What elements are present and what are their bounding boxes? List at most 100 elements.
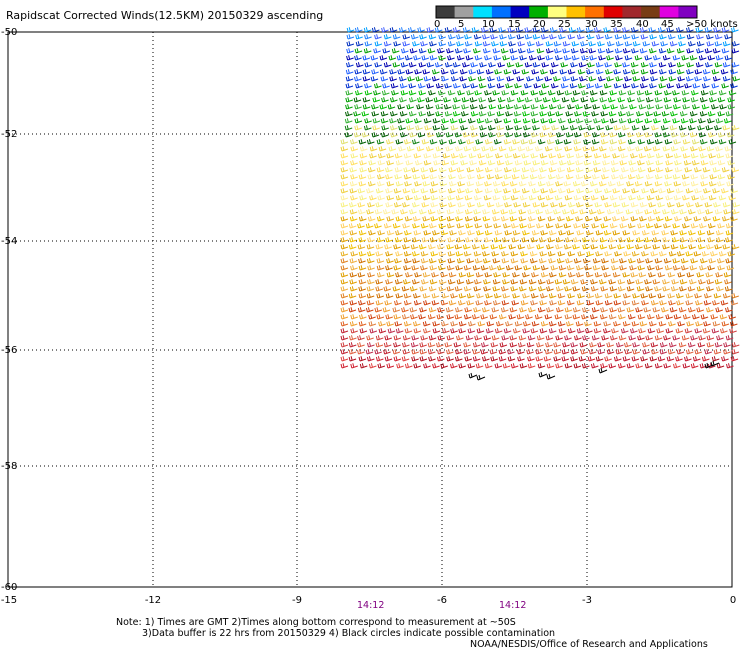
legend-swatch	[678, 6, 698, 18]
wind-barb	[627, 223, 636, 229]
wind-barb	[672, 55, 681, 61]
wind-barb	[694, 349, 703, 355]
wind-barb	[531, 272, 539, 278]
wind-barb	[485, 69, 494, 75]
wind-barb	[376, 258, 385, 264]
wind-barb	[731, 48, 740, 54]
wind-barb	[714, 34, 723, 40]
legend-swatch	[529, 6, 549, 18]
wind-barb	[595, 300, 604, 306]
wind-barb	[660, 41, 668, 47]
wind-barb	[545, 41, 554, 47]
wind-barb	[613, 321, 621, 327]
wind-barb	[526, 48, 535, 54]
wind-barb	[537, 174, 546, 180]
wind-barb	[728, 314, 736, 320]
wind-barb	[626, 244, 635, 250]
wind-barb	[582, 146, 591, 152]
wind-barb	[621, 125, 630, 131]
wind-barb	[604, 62, 612, 68]
wind-barb	[518, 181, 527, 187]
wind-barb	[572, 244, 580, 250]
wind-barb	[659, 34, 667, 40]
wind-barb	[402, 335, 411, 341]
wind-barb	[464, 41, 473, 47]
wind-barb	[673, 363, 681, 369]
wind-barb	[485, 153, 494, 159]
wind-barb	[672, 174, 681, 180]
wind-barb	[384, 356, 393, 362]
wind-barb	[644, 90, 653, 96]
wind-barb	[366, 244, 375, 250]
wind-barb	[415, 76, 424, 82]
wind-barb	[627, 174, 636, 180]
wind-barb	[630, 153, 638, 159]
wind-barb	[462, 132, 471, 138]
wind-barb	[359, 195, 367, 201]
wind-barb	[732, 41, 740, 47]
wind-barb	[472, 342, 481, 348]
wind-barb	[470, 111, 479, 117]
wind-barb	[359, 167, 367, 173]
wind-barb	[648, 27, 657, 33]
y-tick-label: -56	[1, 345, 17, 356]
wind-barb	[615, 209, 624, 215]
wind-barb	[340, 293, 349, 299]
wind-barb	[357, 244, 366, 250]
wind-barb	[641, 188, 649, 194]
wind-barb	[403, 265, 411, 271]
wind-barb	[665, 195, 673, 201]
wind-barb	[550, 83, 559, 89]
wind-barb	[557, 293, 566, 299]
wind-barb	[358, 265, 367, 271]
wind-barb	[468, 69, 477, 75]
wind-barb	[418, 244, 427, 250]
wind-barb	[538, 237, 547, 243]
wind-barb	[604, 202, 612, 208]
wind-barb	[459, 69, 468, 75]
wind-barb	[708, 153, 716, 159]
wind-barb	[692, 356, 701, 362]
wind-barb	[673, 314, 682, 320]
wind-barb	[669, 41, 678, 47]
wind-barb	[441, 160, 450, 166]
wind-barb	[438, 34, 446, 40]
wind-barb	[715, 55, 724, 61]
wind-barb	[715, 272, 723, 278]
wind-barb	[631, 188, 639, 194]
wind-barb	[405, 69, 414, 75]
wind-barb	[540, 118, 549, 124]
wind-barb	[422, 272, 431, 278]
wind-barb	[484, 181, 492, 187]
wind-barb	[699, 265, 707, 271]
wind-barb	[636, 132, 644, 138]
wind-barb	[722, 216, 730, 222]
wind-barb	[664, 104, 673, 110]
wind-barb	[385, 237, 393, 243]
wind-barb	[605, 69, 613, 75]
wind-barb	[670, 146, 679, 152]
wind-barb	[456, 258, 465, 264]
wind-barb	[557, 216, 565, 222]
wind-barb	[646, 160, 654, 166]
wind-barb	[492, 181, 501, 187]
wind-barb	[546, 307, 554, 313]
wind-barb	[600, 223, 609, 229]
wind-barb	[712, 300, 720, 306]
wind-barb	[484, 167, 493, 173]
wind-barb	[434, 27, 443, 33]
wind-barb	[631, 321, 640, 327]
wind-barb	[423, 230, 432, 236]
wind-barb	[547, 174, 556, 180]
wind-barb	[558, 230, 566, 236]
wind-barb	[404, 55, 413, 61]
wind-barb	[390, 97, 398, 103]
wind-barb	[662, 132, 671, 138]
wind-barb	[394, 300, 402, 306]
wind-barb	[429, 167, 437, 173]
wind-barb	[708, 258, 717, 264]
wind-barb	[600, 132, 608, 138]
wind-barb	[524, 97, 533, 103]
wind-barb	[523, 265, 531, 271]
wind-barb	[373, 90, 381, 96]
